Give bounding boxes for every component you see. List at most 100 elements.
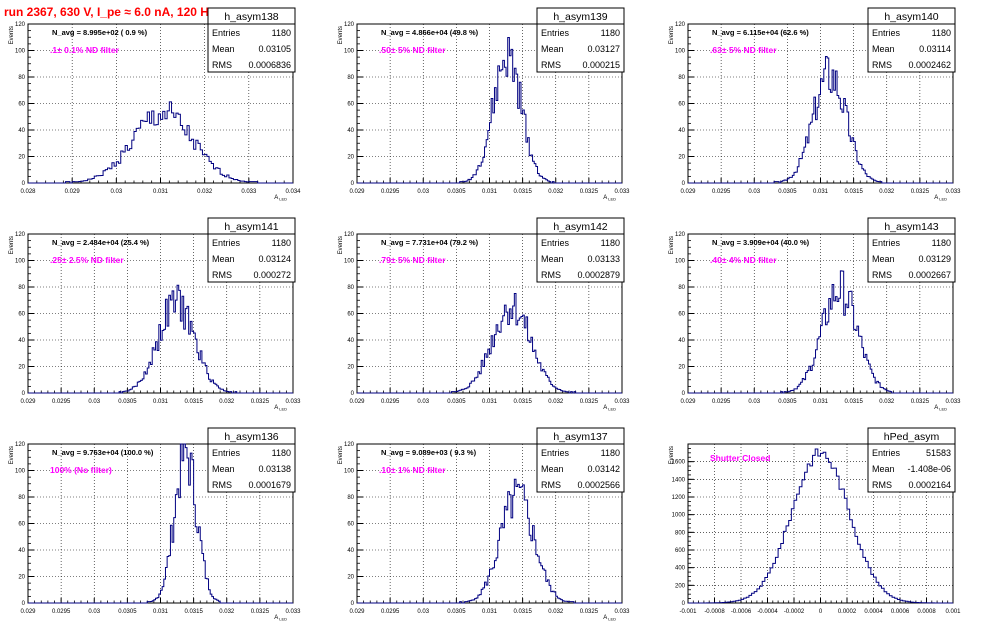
stats-box bbox=[207, 233, 296, 283]
x-tick-label: 0.0305 bbox=[118, 609, 137, 615]
x-axis-label: ALED bbox=[603, 615, 616, 622]
y-tick-label: 200 bbox=[675, 583, 686, 589]
y-tick-label: 1600 bbox=[672, 460, 686, 466]
x-tick-label: 0.0295 bbox=[52, 399, 71, 405]
x-axis-label: ALED bbox=[934, 405, 947, 412]
stats-label-mean: Mean bbox=[212, 44, 235, 54]
y-tick-label: 60 bbox=[18, 102, 25, 108]
x-tick-label: 0.0002 bbox=[838, 609, 857, 615]
stats-label-entries: Entries bbox=[212, 448, 241, 458]
stats-label-entries: Entries bbox=[212, 28, 241, 38]
y-tick-label: 60 bbox=[18, 312, 25, 318]
stats-value-entries: 1180 bbox=[601, 448, 620, 458]
histogram-line bbox=[28, 101, 293, 184]
histogram-panel-hPed_asym: -0.001 -0.0008 -0.0006 -0.0004 -0.0002 0 0.000… bbox=[669, 427, 961, 615]
x-tick-label: 0.0315 bbox=[844, 399, 863, 405]
stats-label-entries: Entries bbox=[872, 28, 901, 38]
filter-label: .63± 5% ND filter bbox=[710, 45, 777, 55]
stats-label-rms: RMS bbox=[872, 60, 892, 70]
x-tick-label: 0.0295 bbox=[381, 189, 400, 195]
y-tick-label: 0 bbox=[22, 181, 26, 187]
stats-box bbox=[867, 443, 956, 493]
y-tick-label: 40 bbox=[678, 338, 685, 344]
histogram-name: h_asym141 bbox=[224, 221, 278, 233]
histogram-line bbox=[688, 270, 953, 394]
histogram-line bbox=[357, 293, 622, 394]
stats-label-entries: Entries bbox=[872, 238, 901, 248]
stats-value-rms: 0.0002667 bbox=[908, 270, 951, 280]
x-axis-label-subscript: LED bbox=[279, 197, 287, 202]
x-tick-label: -0.0002 bbox=[784, 609, 805, 615]
stats-box bbox=[536, 443, 625, 493]
y-tick-label: 0 bbox=[351, 181, 355, 187]
x-tick-label: 0.028 bbox=[20, 189, 36, 195]
stats-value-entries: 1180 bbox=[272, 448, 291, 458]
x-tick-label: 0.033 bbox=[614, 399, 630, 405]
n-avg-label: N_avg = 2.484e+04 (25.4 %) bbox=[52, 238, 150, 247]
x-tick-label: 0.0315 bbox=[184, 609, 203, 615]
x-tick-label: 0.0315 bbox=[513, 399, 532, 405]
stats-label-entries: Entries bbox=[541, 448, 570, 458]
x-tick-label: 0.0325 bbox=[251, 609, 270, 615]
stats-value-mean: -1.408e-06 bbox=[907, 464, 951, 474]
x-axis-label: ALED bbox=[274, 615, 287, 622]
stats-label-mean: Mean bbox=[212, 464, 235, 474]
y-axis-label: Events bbox=[669, 236, 675, 254]
y-tick-label: 60 bbox=[18, 522, 25, 528]
x-tick-label: 0.032 bbox=[219, 609, 235, 615]
n-avg-label: N_avg = 8.995e+02 ( 0.9 %) bbox=[52, 28, 148, 37]
y-tick-label: 0 bbox=[351, 601, 355, 607]
x-tick-label: -0.0004 bbox=[757, 609, 778, 615]
x-tick-label: 0.029 bbox=[680, 399, 696, 405]
stats-label-entries: Entries bbox=[872, 448, 901, 458]
y-tick-label: 80 bbox=[18, 285, 25, 291]
stats-label-mean: Mean bbox=[541, 254, 564, 264]
stats-value-entries: 51583 bbox=[926, 448, 951, 458]
y-tick-label: 0 bbox=[351, 391, 355, 397]
x-tick-label: 0.032 bbox=[197, 189, 213, 195]
x-tick-label: 0.0295 bbox=[381, 609, 400, 615]
filter-label: .10± 1% ND filter bbox=[379, 465, 446, 475]
stats-box bbox=[207, 443, 296, 493]
x-tick-label: 0.033 bbox=[285, 609, 301, 615]
histogram-line bbox=[28, 443, 293, 604]
y-tick-label: 600 bbox=[675, 548, 686, 554]
y-tick-label: 40 bbox=[678, 128, 685, 134]
y-tick-label: 1200 bbox=[672, 495, 686, 501]
x-tick-label: -0.0006 bbox=[731, 609, 752, 615]
x-tick-label: 0.0315 bbox=[513, 189, 532, 195]
y-tick-label: 80 bbox=[18, 495, 25, 501]
y-tick-label: 20 bbox=[18, 155, 25, 161]
y-tick-label: 80 bbox=[347, 495, 354, 501]
x-axis-label-subscript: LED bbox=[939, 197, 947, 202]
histogram-name: h_asym136 bbox=[224, 431, 278, 443]
y-tick-label: 20 bbox=[347, 155, 354, 161]
stats-value-mean: 0.03138 bbox=[258, 464, 291, 474]
stats-value-entries: 1180 bbox=[601, 28, 620, 38]
x-tick-label: 0.03 bbox=[417, 399, 429, 405]
stats-value-mean: 0.03105 bbox=[258, 44, 291, 54]
y-tick-label: 100 bbox=[344, 469, 355, 475]
y-axis-label: Events bbox=[9, 236, 15, 254]
x-axis-label: ALED bbox=[274, 405, 287, 412]
x-tick-label: 0.033 bbox=[614, 189, 630, 195]
stats-value-rms: 0.0002164 bbox=[908, 480, 951, 490]
y-tick-label: 20 bbox=[18, 365, 25, 371]
y-axis-label: Events bbox=[338, 26, 344, 44]
x-tick-label: 0.034 bbox=[285, 189, 301, 195]
y-tick-label: 40 bbox=[18, 548, 25, 554]
filter-label: Shutter Closed bbox=[710, 453, 770, 463]
x-tick-label: 0.03 bbox=[110, 189, 122, 195]
x-tick-label: 0.03 bbox=[417, 189, 429, 195]
x-tick-label: 0.0315 bbox=[844, 189, 863, 195]
x-tick-label: 0.0295 bbox=[712, 189, 731, 195]
n-avg-label: N_avg = 9.763e+04 (100.0 %) bbox=[52, 448, 154, 457]
histogram-line bbox=[28, 284, 293, 394]
stats-value-mean: 0.03124 bbox=[258, 254, 291, 264]
x-tick-label: 0.033 bbox=[945, 189, 961, 195]
stats-value-entries: 1180 bbox=[932, 238, 951, 248]
y-tick-label: 120 bbox=[675, 232, 686, 238]
x-tick-label: 0.029 bbox=[349, 189, 365, 195]
histogram-line bbox=[688, 56, 953, 184]
n-avg-label: N_avg = 3.909e+04 (40.0 %) bbox=[712, 238, 810, 247]
